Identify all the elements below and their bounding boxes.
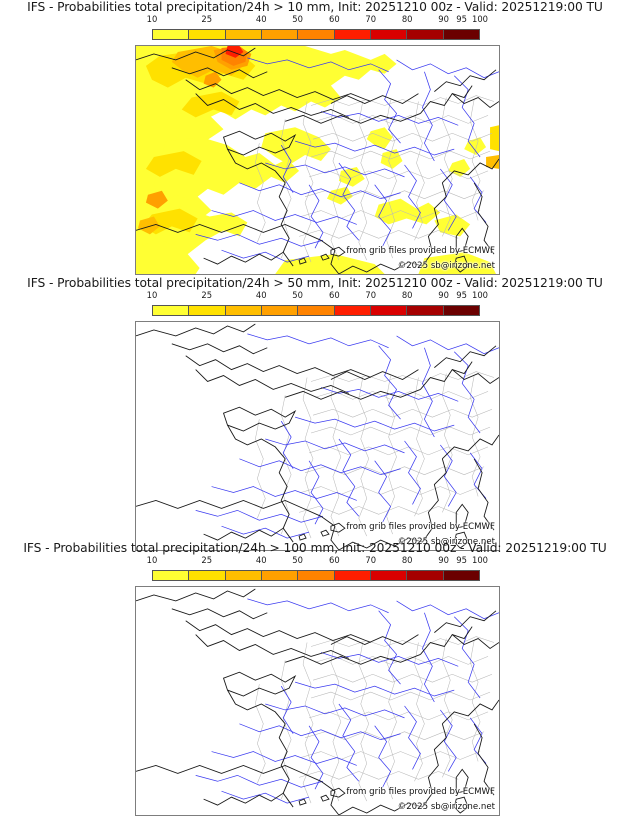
- map-svg: [136, 323, 499, 550]
- colorbar-tick-100: 100: [472, 290, 488, 300]
- colorbar-tick-90: 90: [438, 14, 449, 24]
- colorbar-tick-50: 50: [292, 290, 303, 300]
- map-canvas[interactable]: from grib files provided by ECMWF ©2025 …: [135, 586, 500, 816]
- colorbar-gradient: [152, 570, 480, 581]
- colorbar-segment-10-25: [153, 306, 190, 315]
- copyright-credit: ©2025 sb@irizone.net: [397, 802, 495, 812]
- map-canvas[interactable]: from grib files provided by ECMWF ©2025 …: [135, 321, 500, 551]
- colorbar-tick-40: 40: [255, 14, 267, 24]
- colorbar-tick-25: 25: [201, 555, 213, 565]
- colorbar: 10 25 40 50 60 70 80 90 95 100: [147, 14, 488, 42]
- colorbar-ticks: 10 25 40 50 60 70 80 90 95 100: [147, 290, 488, 303]
- copyright-credit: ©2025 sb@irizone.net: [397, 537, 495, 547]
- colorbar-tick-25: 25: [201, 290, 213, 300]
- map-svg: [136, 588, 499, 815]
- colorbar-segment-90-95: [407, 571, 444, 580]
- colorbar-tick-60: 60: [329, 290, 340, 300]
- colorbar-tick-40: 40: [255, 290, 267, 300]
- colorbar-segment-95-100: [443, 30, 479, 39]
- forecast-panel-10mm: IFS - Probabilities total precipitation/…: [0, 0, 630, 276]
- colorbar-segment-80-90: [370, 30, 408, 39]
- colorbar-tick-80: 80: [401, 555, 413, 565]
- colorbar-segment-80-90: [370, 571, 408, 580]
- colorbar-segment-40-50: [225, 30, 262, 39]
- colorbar-tick-10: 10: [146, 555, 158, 565]
- colorbar-tick-70: 70: [365, 14, 377, 24]
- colorbar-gradient: [152, 29, 480, 40]
- copyright-credit: ©2025 sb@irizone.net: [397, 261, 495, 271]
- colorbar-tick-95: 95: [456, 555, 467, 565]
- colorbar-segment-50-60: [261, 306, 299, 315]
- colorbar-tick-100: 100: [472, 555, 488, 565]
- colorbar-segment-25-40: [189, 571, 226, 580]
- colorbar-segment-70-80: [334, 306, 371, 315]
- colorbar: 10 25 40 50 60 70 80 90 95 100: [147, 290, 488, 318]
- geography-layer: [136, 588, 499, 815]
- geography-layer: [136, 323, 499, 550]
- colorbar-tick-50: 50: [292, 14, 303, 24]
- colorbar-tick-80: 80: [401, 14, 413, 24]
- colorbar-tick-25: 25: [201, 14, 213, 24]
- colorbar-segment-10-25: [153, 571, 190, 580]
- colorbar-ticks: 10 25 40 50 60 70 80 90 95 100: [147, 14, 488, 27]
- colorbar-gradient: [152, 305, 480, 316]
- panel-title: IFS - Probabilities total precipitation/…: [27, 276, 603, 290]
- data-source-credit: from grib files provided by ECMWF: [346, 246, 495, 256]
- colorbar-segment-60-70: [298, 571, 335, 580]
- colorbar-tick-40: 40: [255, 555, 267, 565]
- colorbar-segment-40-50: [225, 306, 262, 315]
- colorbar-tick-80: 80: [401, 290, 413, 300]
- colorbar-segment-90-95: [407, 306, 444, 315]
- colorbar-tick-60: 60: [329, 14, 340, 24]
- data-source-credit: from grib files provided by ECMWF: [346, 522, 495, 532]
- colorbar-tick-10: 10: [146, 14, 158, 24]
- colorbar-tick-70: 70: [365, 555, 377, 565]
- colorbar-segment-50-60: [261, 571, 299, 580]
- forecast-panel-100mm: IFS - Probabilities total precipitation/…: [0, 541, 630, 816]
- colorbar-tick-90: 90: [438, 290, 449, 300]
- colorbar-segment-25-40: [189, 30, 226, 39]
- colorbar-tick-90: 90: [438, 555, 449, 565]
- panel-title: IFS - Probabilities total precipitation/…: [23, 541, 607, 555]
- colorbar-segment-40-50: [225, 571, 262, 580]
- colorbar-ticks: 10 25 40 50 60 70 80 90 95 100: [147, 555, 488, 568]
- colorbar-segment-70-80: [334, 30, 371, 39]
- colorbar-segment-60-70: [298, 306, 335, 315]
- colorbar-tick-70: 70: [365, 290, 377, 300]
- colorbar-tick-10: 10: [146, 290, 158, 300]
- colorbar-tick-60: 60: [329, 555, 340, 565]
- colorbar-segment-70-80: [334, 571, 371, 580]
- colorbar-segment-25-40: [189, 306, 226, 315]
- panel-title: IFS - Probabilities total precipitation/…: [27, 0, 603, 14]
- geography-layer: [136, 47, 499, 274]
- colorbar-tick-50: 50: [292, 555, 303, 565]
- colorbar-tick-100: 100: [472, 14, 488, 24]
- map-svg: [136, 46, 499, 274]
- colorbar-segment-50-60: [261, 30, 299, 39]
- colorbar-segment-80-90: [370, 306, 408, 315]
- colorbar-segment-95-100: [443, 306, 479, 315]
- map-canvas[interactable]: from grib files provided by ECMWF ©2025 …: [135, 45, 500, 275]
- data-source-credit: from grib files provided by ECMWF: [346, 787, 495, 797]
- colorbar-segment-95-100: [443, 571, 479, 580]
- colorbar-segment-10-25: [153, 30, 190, 39]
- forecast-panel-50mm: IFS - Probabilities total precipitation/…: [0, 276, 630, 551]
- colorbar-tick-95: 95: [456, 14, 467, 24]
- colorbar-segment-60-70: [298, 30, 335, 39]
- colorbar-segment-90-95: [407, 30, 444, 39]
- colorbar: 10 25 40 50 60 70 80 90 95 100: [147, 555, 488, 583]
- colorbar-tick-95: 95: [456, 290, 467, 300]
